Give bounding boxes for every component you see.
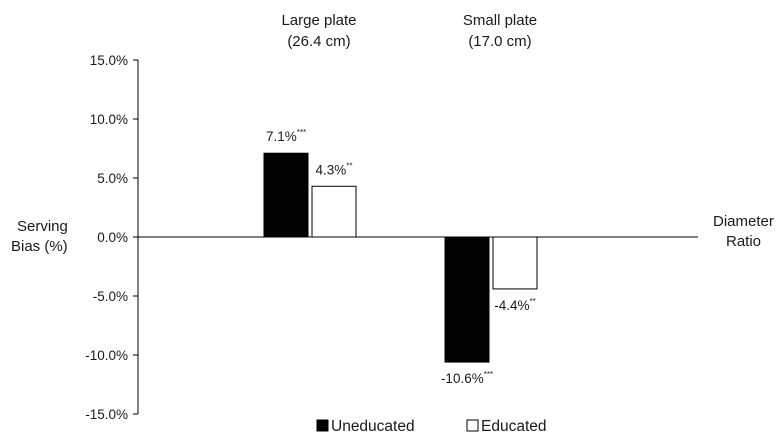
category-label: (26.4 cm) bbox=[287, 33, 350, 50]
value-labels: 7.1%***-10.6%***4.3%**-4.4%** bbox=[266, 128, 536, 386]
y-tick-label: 0.0% bbox=[97, 230, 128, 245]
data-label-value: -4.4% bbox=[494, 298, 529, 313]
y-tick-label: 10.0% bbox=[90, 112, 128, 127]
x-axis-title-line1: Diameter bbox=[713, 213, 774, 230]
significance-marker: *** bbox=[297, 128, 306, 137]
significance-marker: ** bbox=[346, 161, 352, 170]
bars bbox=[263, 152, 538, 363]
data-label: 4.3%** bbox=[315, 161, 352, 177]
y-axis: 15.0% 10.0% 5.0% 0.0% -5.0% -10.0% -15.0% bbox=[85, 53, 139, 422]
bar-educated-1 bbox=[492, 236, 538, 290]
significance-marker: *** bbox=[484, 370, 493, 379]
y-tick-label: -5.0% bbox=[93, 289, 128, 304]
category-label: (17.0 cm) bbox=[468, 33, 531, 50]
data-label-value: 7.1% bbox=[266, 129, 297, 144]
legend-swatch-educated bbox=[466, 419, 479, 432]
legend-label-educated: Educated bbox=[481, 418, 547, 435]
category-label: Large plate bbox=[281, 12, 356, 29]
bar-uneducated-0 bbox=[263, 152, 309, 238]
data-label: -10.6%*** bbox=[441, 370, 493, 386]
category-label: Small plate bbox=[463, 12, 537, 29]
x-axis-title-line2: Ratio bbox=[726, 233, 761, 250]
category-labels: Large plate (26.4 cm) Small plate (17.0 cm) bbox=[281, 12, 537, 50]
significance-marker: ** bbox=[530, 297, 536, 306]
data-label-value: 4.3% bbox=[315, 162, 346, 177]
bar-educated-0 bbox=[311, 185, 357, 238]
legend: Uneducated Educated bbox=[316, 418, 547, 435]
y-axis-title-line2: Bias (%) bbox=[11, 238, 68, 255]
y-tick-label: 5.0% bbox=[97, 171, 128, 186]
y-tick-label: -15.0% bbox=[85, 407, 128, 422]
data-label-value: -10.6% bbox=[441, 371, 484, 386]
data-label: -4.4%** bbox=[494, 297, 536, 313]
bar-uneducated-1 bbox=[444, 236, 490, 363]
legend-swatch-uneducated bbox=[316, 419, 329, 432]
data-label: 7.1%*** bbox=[266, 128, 306, 144]
y-tick-label: -10.0% bbox=[85, 348, 128, 363]
legend-label-uneducated: Uneducated bbox=[331, 418, 415, 435]
y-axis-title-line1: Serving bbox=[17, 218, 68, 235]
y-tick-label: 15.0% bbox=[90, 53, 128, 68]
